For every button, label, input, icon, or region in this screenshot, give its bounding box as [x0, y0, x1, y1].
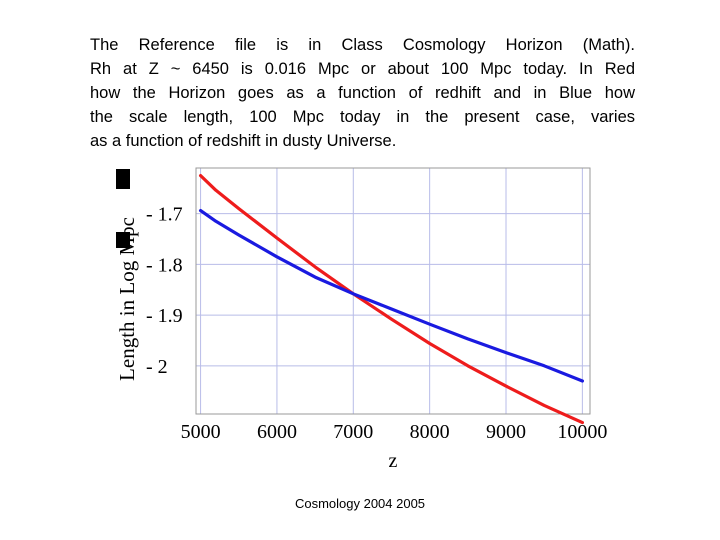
series-line-2 [199, 209, 585, 383]
x-tick-label: 7000 [333, 421, 373, 443]
x-tick-label: 10000 [557, 421, 607, 443]
y-tick-label: - 1.9 [146, 305, 183, 327]
partial-box-markers [116, 169, 130, 248]
caption: The Reference file is in Class Cosmology… [90, 33, 635, 153]
x-tick-labels: 5000 6000 7000 8000 9000 10000 [181, 421, 608, 443]
y-tick-labels: - 1.7 - 1.8 - 1.9 - 2 [146, 204, 183, 378]
caption-line-3: how the Horizon goes as a function of re… [90, 84, 635, 102]
plot-frame [195, 167, 591, 415]
caption-line-5: as a function of redshift in dusty Unive… [90, 132, 397, 150]
footer-text: Cosmology 2004 2005 [294, 496, 426, 511]
y-tick-label: - 2 [146, 356, 168, 378]
caption-line-4: the scale length, 100 Mpc today in the p… [90, 108, 635, 126]
marker-square [116, 169, 130, 189]
series-line-1 [199, 174, 585, 425]
x-tick-label: 9000 [486, 421, 526, 443]
x-tick-label: 5000 [181, 421, 221, 443]
marker-square [116, 232, 130, 248]
y-tick-label: - 1.8 [146, 254, 183, 276]
x-tick-label: 6000 [257, 421, 297, 443]
series-layer [199, 174, 585, 425]
y-tick-label: - 1.7 [146, 204, 183, 226]
caption-line-1: The Reference file is in Class Cosmology… [90, 36, 635, 54]
caption-line-2: Rh at Z ~ 6450 is 0.016 Mpc or about 100… [90, 60, 635, 78]
x-tick-label: 8000 [410, 421, 450, 443]
x-axis-label: z [389, 450, 398, 472]
grid [196, 168, 590, 414]
